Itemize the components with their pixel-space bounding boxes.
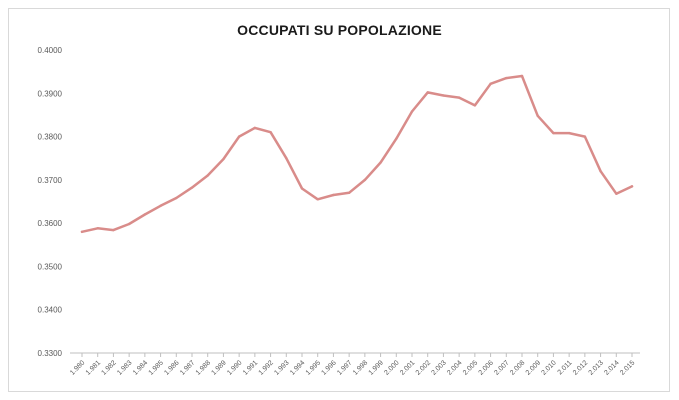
x-tick-label: 2.003 <box>430 359 447 376</box>
chart-title: OCCUPATI SU POPOLAZIONE <box>237 22 442 38</box>
data-point <box>347 191 351 195</box>
x-tick-label: 2.000 <box>383 359 400 376</box>
x-tick-label: 1.986 <box>163 359 180 376</box>
x-tick-label: 1.996 <box>320 359 337 376</box>
x-tick-label: 1.992 <box>258 359 275 376</box>
x-tick-label: 2.009 <box>525 359 542 376</box>
data-point <box>457 96 461 99</box>
data-point <box>410 110 414 113</box>
x-tick-label: 2.008 <box>509 359 526 376</box>
y-tick-label: 0.3600 <box>38 219 63 228</box>
data-point <box>379 161 382 164</box>
x-tick-label: 2.007 <box>493 359 510 376</box>
x-tick-label: 1.990 <box>226 359 243 376</box>
x-tick-label: 2.006 <box>478 359 495 376</box>
data-point <box>583 135 587 138</box>
data-point <box>112 228 115 232</box>
data-point <box>630 185 634 188</box>
x-tick-label: 2.002 <box>415 359 432 376</box>
x-tick-label: 2.011 <box>557 359 574 376</box>
data-point <box>332 193 335 197</box>
data-point <box>489 82 492 85</box>
x-tick-label: 1.982 <box>100 359 117 376</box>
x-tick-label: 1.998 <box>352 359 369 376</box>
data-point <box>222 157 225 161</box>
x-tick-label: 1.995 <box>305 359 322 376</box>
x-tick-label: 1.994 <box>289 359 306 376</box>
x-tick-label: 2.005 <box>462 359 479 376</box>
x-tick-label: 1.980 <box>69 359 86 376</box>
x-tick-label: 1.999 <box>368 359 385 376</box>
x-tick-label: 2.004 <box>446 359 463 376</box>
series-group <box>80 74 634 234</box>
x-tick-label: 1.991 <box>242 359 259 376</box>
x-tick-label: 2.012 <box>572 359 589 376</box>
x-tick-label: 1.981 <box>85 359 102 376</box>
data-point <box>237 135 241 138</box>
x-tick-label: 2.001 <box>399 359 416 376</box>
data-point <box>285 157 288 160</box>
data-point <box>206 174 209 177</box>
y-tick-label: 0.3800 <box>38 133 63 142</box>
data-point <box>127 222 131 226</box>
data-point <box>80 230 84 233</box>
data-point <box>473 104 477 107</box>
x-tick-label: 2.014 <box>603 359 620 376</box>
x-tick-label: 2.010 <box>540 359 557 376</box>
x-tick-label: 1.993 <box>273 359 290 376</box>
data-point <box>316 198 319 201</box>
y-axis: 0.3300 0.3400 0.3500 0.3600 0.3700 0.3800 0.39… <box>38 46 63 358</box>
data-point <box>442 94 445 97</box>
data-point <box>363 178 367 182</box>
data-point <box>300 187 304 190</box>
y-tick-label: 0.3300 <box>38 349 63 358</box>
data-point <box>552 131 555 135</box>
series-line <box>80 74 634 234</box>
x-tick-label: 2.013 <box>588 359 605 376</box>
data-point <box>599 170 602 173</box>
x-tick-label: 1.985 <box>148 359 165 376</box>
y-tick-label: 0.4000 <box>38 46 63 55</box>
data-point <box>395 137 398 140</box>
y-tick-label: 0.3500 <box>38 262 63 271</box>
x-tick-label: 2.015 <box>619 359 636 376</box>
data-point <box>520 74 524 78</box>
x-axis: 1.9801.9811.9821.9831.9841.9851.9861.987… <box>69 352 640 377</box>
data-point <box>567 131 571 135</box>
data-point <box>536 114 539 117</box>
x-tick-label: 1.983 <box>116 359 133 376</box>
data-point <box>253 126 257 130</box>
y-tick-label: 0.3400 <box>38 306 63 315</box>
x-tick-label: 1.989 <box>210 359 227 376</box>
y-tick-label: 0.3900 <box>38 89 63 98</box>
data-point <box>615 192 618 195</box>
data-point <box>143 213 147 216</box>
x-tick-label: 1.988 <box>195 359 212 376</box>
y-tick-label: 0.3700 <box>38 176 63 185</box>
data-point <box>505 76 508 80</box>
x-tick-label: 1.997 <box>336 359 353 376</box>
data-point <box>426 91 429 94</box>
data-point <box>190 186 194 189</box>
data-point <box>269 131 272 134</box>
x-tick-label: 1.987 <box>179 359 196 376</box>
x-tick-label: 1.984 <box>132 359 149 376</box>
data-point <box>159 204 162 208</box>
chart-frame <box>8 8 670 392</box>
data-point <box>96 227 99 230</box>
data-point <box>175 196 178 200</box>
